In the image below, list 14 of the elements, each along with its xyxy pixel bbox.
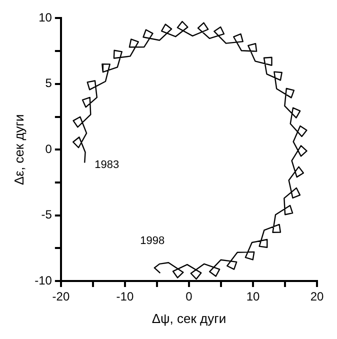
annotation: 1983 [94, 158, 120, 171]
y-axis-title: Δε, сек дуги [11, 114, 26, 186]
y-tick-label: -5 [41, 208, 52, 222]
x-axis-title: Δψ, сек дуги [152, 310, 226, 326]
y-tick-label: 0 [45, 142, 52, 156]
y-tick-label: 5 [45, 76, 52, 90]
y-tick-label: 10 [38, 10, 52, 25]
x-tick-label: 10 [246, 290, 260, 304]
x-tick-label: 20 [310, 290, 324, 304]
x-tick-label: -10 [116, 290, 134, 304]
x-tick-label: -20 [52, 290, 70, 304]
x-tick-label: 0 [186, 290, 193, 304]
annotation: 1998 [140, 235, 165, 248]
y-tick-label: -10 [34, 273, 52, 288]
